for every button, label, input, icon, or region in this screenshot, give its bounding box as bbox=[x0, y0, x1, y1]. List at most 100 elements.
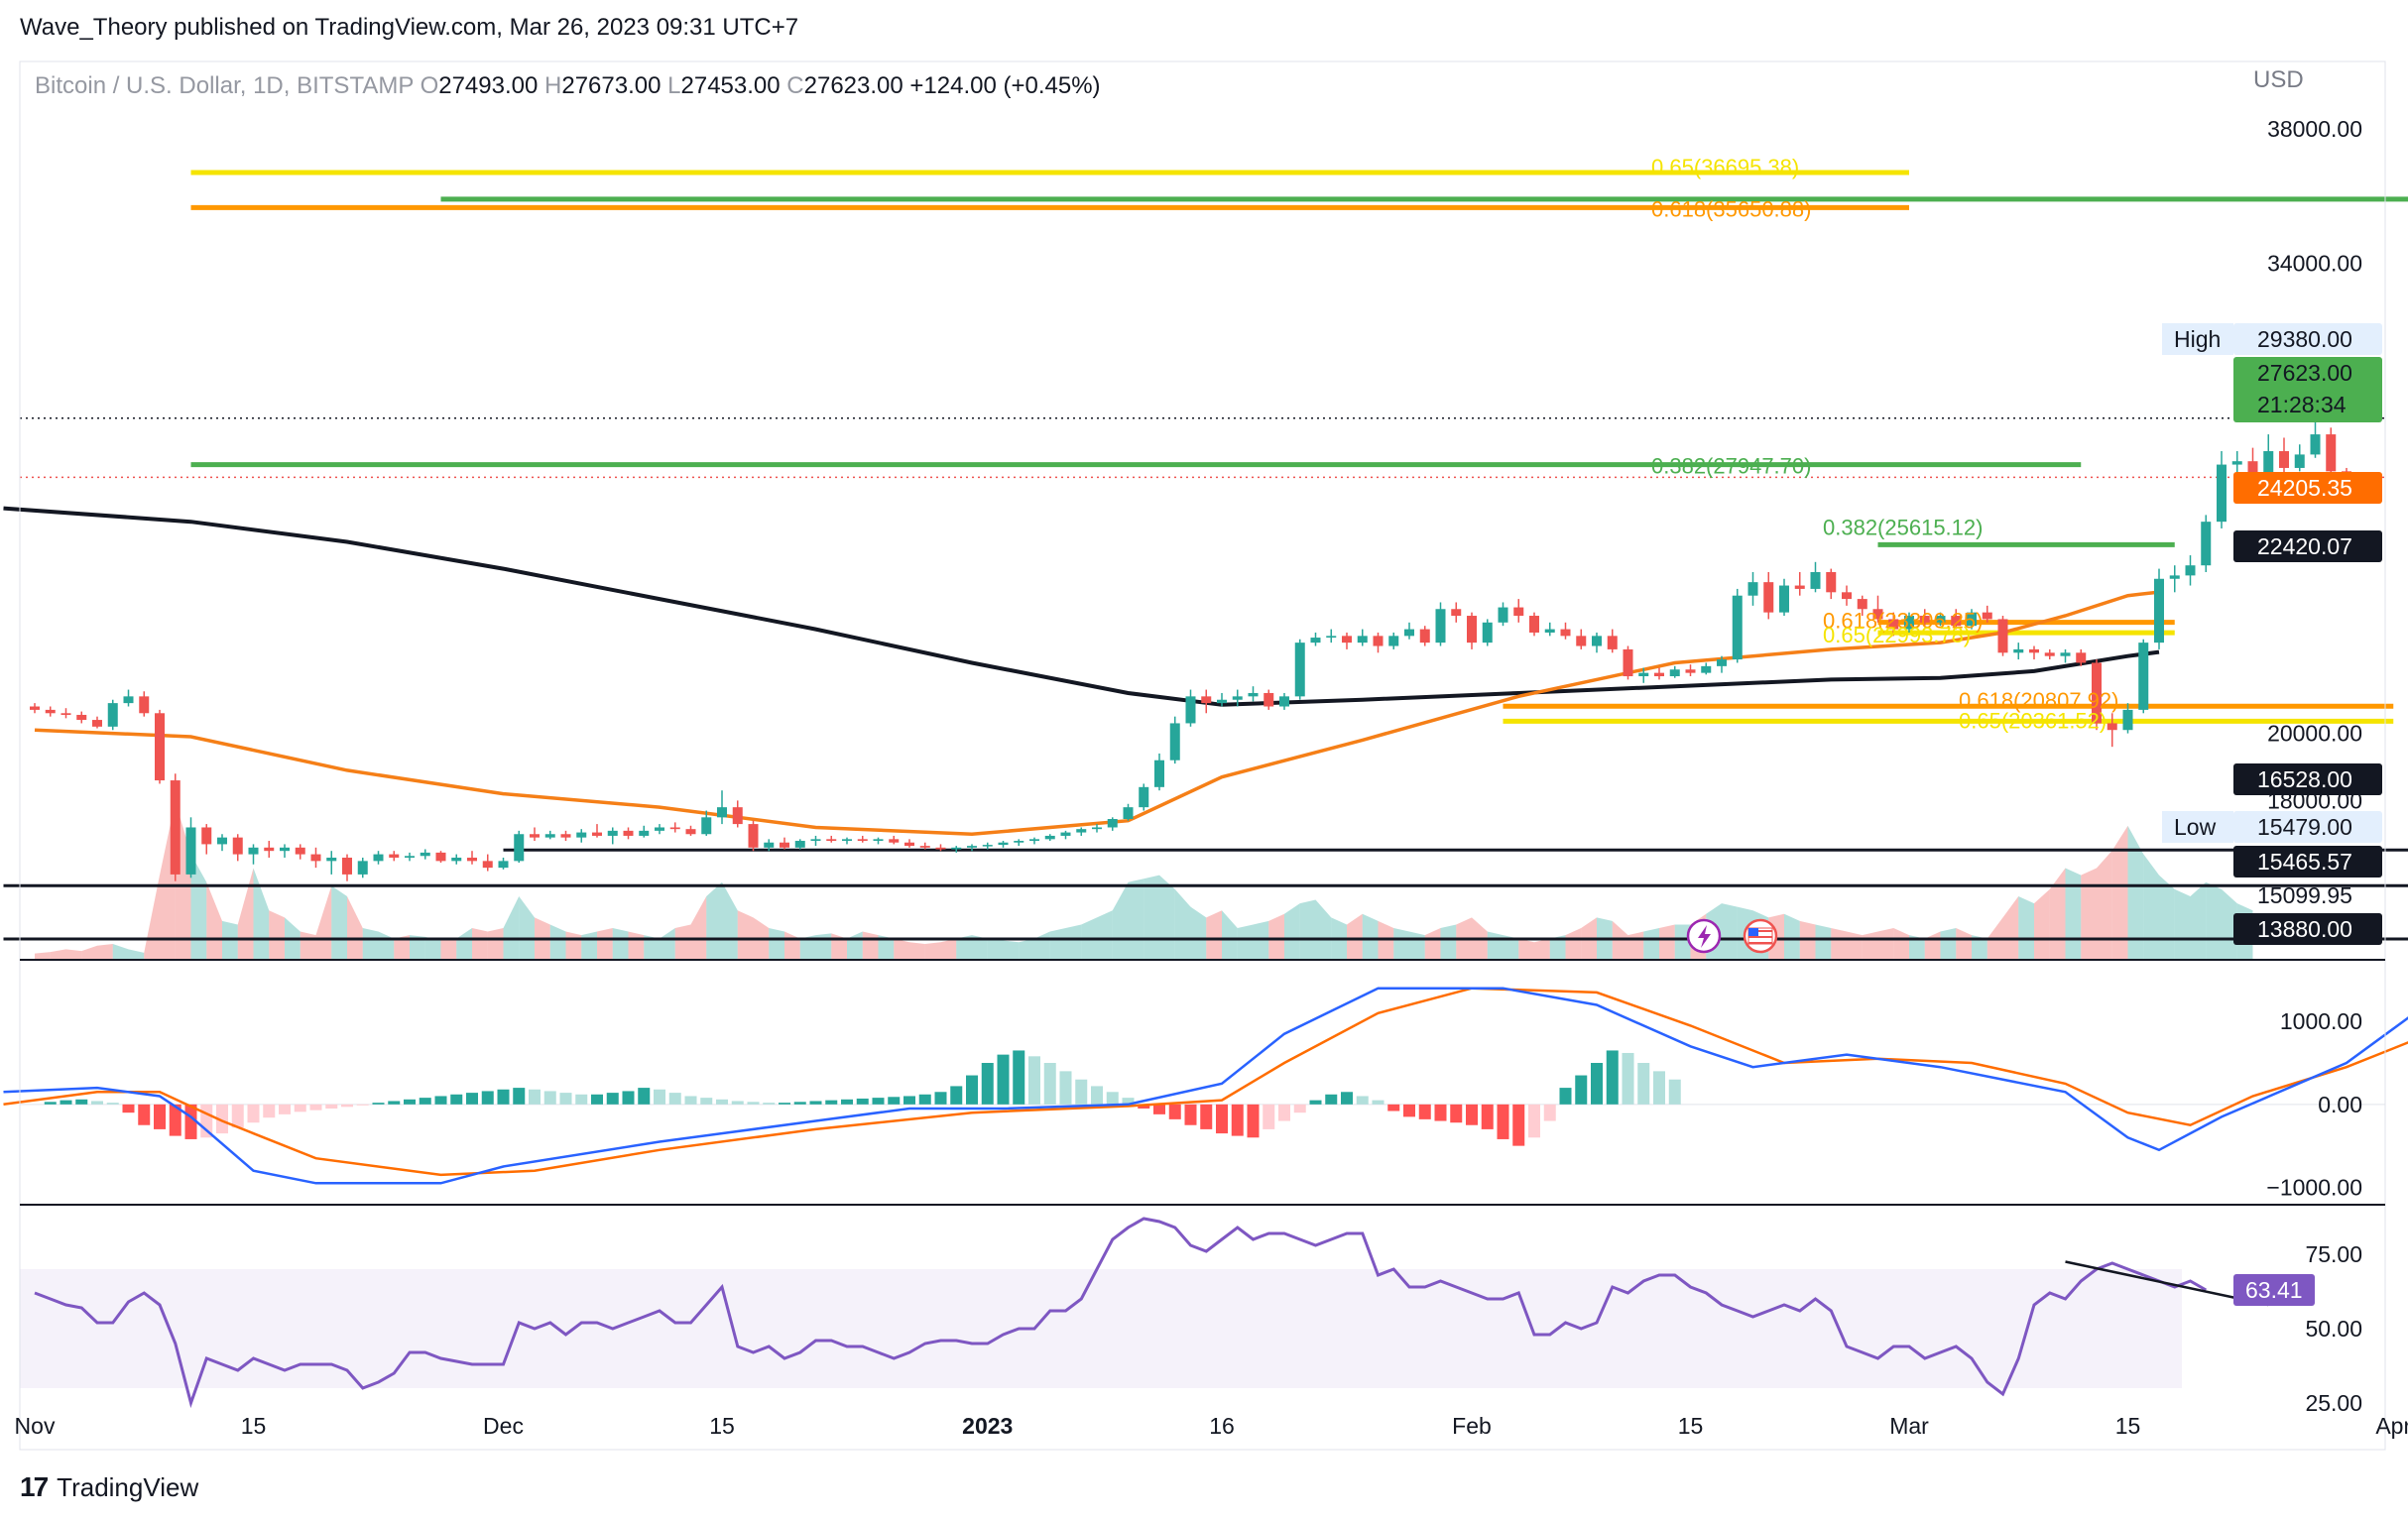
candle-body bbox=[560, 834, 571, 838]
candle bbox=[1732, 588, 1743, 663]
price-badge-value: 24205.35 bbox=[2257, 475, 2352, 501]
candle-body bbox=[1264, 692, 1274, 707]
candle-body bbox=[1763, 582, 1774, 613]
fib-label-0: 0.65(36695.38) bbox=[1651, 155, 1799, 179]
candle-body bbox=[2092, 662, 2102, 724]
candle-body bbox=[185, 827, 196, 875]
volume-area-segment bbox=[1424, 928, 1441, 960]
candle-body bbox=[1623, 648, 1633, 677]
macd-histogram-bar bbox=[404, 1099, 416, 1105]
macd-histogram-bar bbox=[1591, 1063, 1603, 1105]
candle bbox=[1419, 626, 1430, 646]
candle bbox=[1560, 622, 1571, 640]
macd-histogram-bar bbox=[1450, 1104, 1463, 1123]
macd-pane[interactable] bbox=[3, 987, 2408, 1185]
candle bbox=[530, 827, 540, 842]
candle-body bbox=[873, 839, 884, 842]
volume-area-segment bbox=[1487, 931, 1504, 960]
price-badge-bg bbox=[2233, 913, 2382, 945]
candle bbox=[1576, 629, 1587, 649]
candle-body bbox=[1967, 612, 1977, 627]
candle-body bbox=[1107, 819, 1118, 828]
volume-area-segment bbox=[1627, 931, 1644, 960]
axes: USD38000.0034000.0020000.0018000.0029380… bbox=[15, 60, 2408, 1451]
volume-area-segment bbox=[1206, 910, 1222, 960]
macd-histogram-bar bbox=[747, 1102, 760, 1105]
volume-area-segment bbox=[987, 938, 1004, 960]
macd-histogram-bar bbox=[216, 1104, 228, 1134]
rsi-value-badge: 63.41 bbox=[2233, 1274, 2315, 1306]
time-tick-label: 15 bbox=[2115, 1413, 2141, 1439]
fib-label-3: 0.382(25615.12) bbox=[1823, 515, 1983, 539]
candle bbox=[685, 825, 696, 836]
candle-body bbox=[748, 824, 759, 848]
candle-body bbox=[794, 841, 805, 848]
candle-body bbox=[1560, 629, 1571, 637]
candle bbox=[2092, 659, 2102, 731]
volume-area-segment bbox=[190, 854, 207, 960]
candle-body bbox=[732, 807, 743, 825]
candle-body bbox=[1404, 629, 1414, 637]
candle bbox=[389, 851, 400, 862]
macd-histogram-bar bbox=[434, 1096, 447, 1105]
candle bbox=[405, 852, 415, 862]
candle bbox=[1747, 571, 1758, 606]
volume-area-segment bbox=[2097, 850, 2112, 960]
macd-histogram-bar bbox=[450, 1094, 463, 1105]
candle bbox=[514, 830, 525, 864]
candle bbox=[2013, 643, 2024, 660]
candle bbox=[139, 691, 150, 717]
macd-histogram-bar bbox=[1372, 1100, 1385, 1105]
price-badge: 13880.00 bbox=[2233, 913, 2382, 945]
volume-area-segment bbox=[1049, 928, 1066, 960]
candle bbox=[951, 846, 962, 853]
candle-body bbox=[607, 830, 618, 836]
candle-body bbox=[1513, 607, 1524, 617]
volume-area-segment bbox=[847, 931, 863, 960]
candle-body bbox=[1842, 592, 1852, 600]
macd-histogram-bar bbox=[1013, 1050, 1025, 1105]
candle bbox=[576, 829, 587, 843]
volume-area-segment bbox=[924, 942, 941, 960]
volume-area-segment bbox=[487, 928, 504, 960]
volume-area-segment bbox=[1112, 881, 1129, 960]
volume-area-segment bbox=[1847, 931, 1863, 960]
candle bbox=[2060, 648, 2071, 663]
price-badge: 15099.95 bbox=[2257, 882, 2352, 908]
candle-body bbox=[1435, 609, 1446, 644]
macd-histogram-bar bbox=[1543, 1104, 1556, 1121]
candle bbox=[1092, 824, 1102, 833]
o-label: O bbox=[421, 72, 439, 99]
candle bbox=[717, 790, 727, 825]
macd-histogram-bar bbox=[169, 1104, 181, 1136]
candle bbox=[2201, 515, 2212, 572]
rsi-pane[interactable] bbox=[20, 1217, 2269, 1409]
candle-body bbox=[1544, 629, 1555, 633]
price-pane[interactable]: Bitcoin / U.S. Dollar, 1D, BITSTAMP O274… bbox=[3, 72, 2408, 960]
candle bbox=[2076, 648, 2087, 666]
candle bbox=[1919, 609, 1930, 627]
volume-area-segment bbox=[1722, 903, 1738, 960]
volume-area-segment bbox=[2143, 854, 2159, 960]
candle-body bbox=[2263, 451, 2274, 479]
candle bbox=[373, 851, 384, 865]
macd-histogram-bar bbox=[122, 1104, 135, 1113]
us-flag-icon bbox=[1743, 918, 1778, 954]
candle-body bbox=[1060, 832, 1071, 836]
candle bbox=[1014, 839, 1024, 847]
candle-body bbox=[326, 857, 337, 862]
candle-body bbox=[935, 847, 946, 850]
price-badge-label-bg bbox=[2162, 323, 2233, 355]
macd-histogram-bar bbox=[903, 1096, 915, 1105]
price-badge: 29380.00 High bbox=[2162, 323, 2382, 355]
candle-body bbox=[92, 720, 102, 727]
volume-area-segment bbox=[1565, 928, 1582, 960]
volume-area-segment bbox=[1924, 931, 1941, 960]
candle bbox=[1060, 830, 1071, 840]
candle-body bbox=[1919, 616, 1930, 623]
time-tick-label: 15 bbox=[241, 1413, 267, 1439]
macd-histogram-bar bbox=[513, 1088, 526, 1105]
ohlc-legend: Bitcoin / U.S. Dollar, 1D, BITSTAMP O274… bbox=[35, 72, 1101, 99]
